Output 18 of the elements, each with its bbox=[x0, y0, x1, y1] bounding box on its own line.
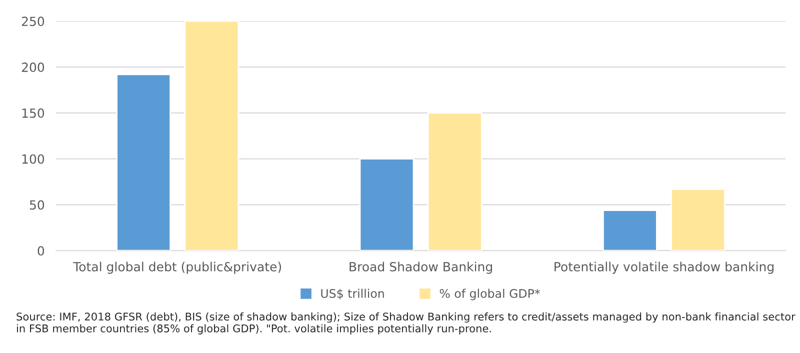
bar bbox=[184, 21, 240, 251]
x-tick-label: Total global debt (public&private) bbox=[73, 262, 282, 274]
legend-label: % of global GDP* bbox=[440, 288, 540, 300]
y-tick-label: 100 bbox=[22, 154, 44, 164]
bar bbox=[427, 112, 482, 251]
bar bbox=[602, 210, 658, 251]
y-tick-label: 0 bbox=[38, 246, 44, 256]
bar bbox=[116, 74, 171, 251]
y-tick-label: 250 bbox=[22, 16, 44, 26]
y-tick-label: 150 bbox=[22, 108, 44, 118]
legend-label: US$ trillion bbox=[321, 288, 384, 300]
bar bbox=[670, 188, 726, 251]
y-tick-label: 50 bbox=[30, 200, 44, 210]
bar bbox=[359, 158, 414, 251]
x-tick-label: Broad Shadow Banking bbox=[350, 262, 492, 274]
y-tick-label: 200 bbox=[22, 62, 44, 72]
x-tick-label: Potentially volatile shadow banking bbox=[554, 262, 774, 274]
source-note: Source: IMF, 2018 GFSR (debt), BIS (size of shadow banking); Size of Shadow Banking refers to credit/assets managed by non-bank financial sector in FSB member countries (85% of global GDP). "Pot. volatile implies potentially run-prone. bbox=[16, 312, 796, 334]
